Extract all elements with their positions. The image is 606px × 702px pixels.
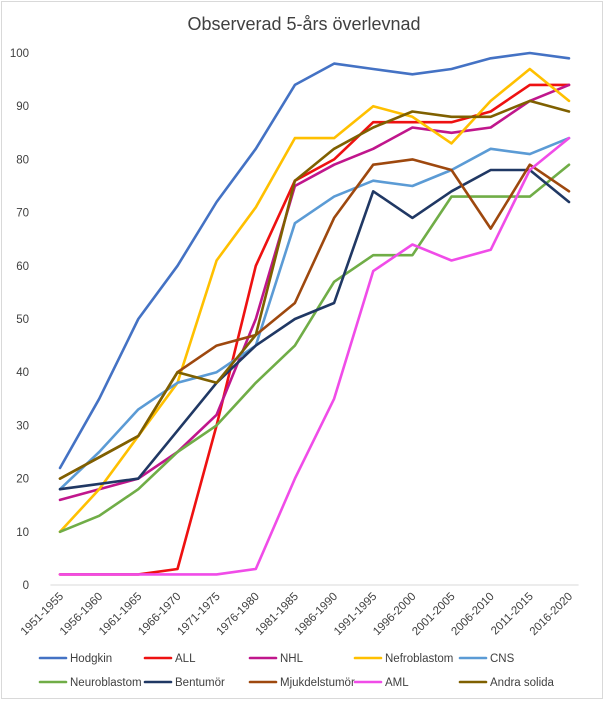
y-tick-label: 10 (16, 527, 29, 539)
series-line-9 (58, 99, 571, 480)
y-tick-label: 60 (16, 261, 29, 273)
y-tick-label: 20 (16, 474, 29, 486)
y-tick-label: 90 (16, 101, 29, 113)
legend: Hodgkin ALL NHL Nefroblastom CNS Neuroblastom… (38, 653, 555, 689)
legend-label: Mjukdelstumör (280, 677, 355, 689)
legend-label: ALL (175, 653, 196, 665)
x-tick-label: 2006-2010 (449, 591, 496, 638)
series-line-8 (58, 136, 571, 576)
chart-title: Observerad 5-års överlevnad (187, 14, 420, 34)
y-tick-label: 0 (23, 580, 29, 592)
legend-label: Hodgkin (70, 653, 112, 665)
x-tick-label: 2016-2020 (528, 591, 575, 638)
y-tick-label: 100 (10, 48, 29, 60)
series-line-4 (58, 136, 571, 491)
series-line-2 (58, 83, 571, 502)
legend-label: Nefroblastom (385, 653, 453, 665)
y-tick-label: 80 (16, 154, 29, 166)
legend-label: Neuroblastom (70, 677, 142, 689)
legend-label: Bentumör (175, 677, 225, 689)
series-line-1 (58, 83, 571, 576)
legend-label: NHL (280, 653, 304, 665)
legend-label: CNS (490, 653, 515, 665)
y-tick-label: 50 (16, 314, 29, 326)
y-tick-label: 30 (16, 420, 29, 432)
series-line-7 (58, 158, 571, 480)
series-lines (58, 51, 571, 576)
legend-label: AML (385, 677, 409, 689)
series-line-3 (58, 67, 571, 534)
legend-label: Andra solida (490, 677, 555, 689)
y-axis: 0 10 20 30 40 50 60 70 80 90 100 (10, 48, 29, 592)
series-line-0 (58, 51, 571, 470)
x-axis: 1951-19551956-19601961-19651966-19701971… (19, 591, 575, 638)
y-tick-label: 70 (16, 208, 29, 220)
series-line-6 (58, 168, 571, 491)
y-tick-label: 40 (16, 367, 29, 379)
series-line-5 (58, 163, 571, 534)
